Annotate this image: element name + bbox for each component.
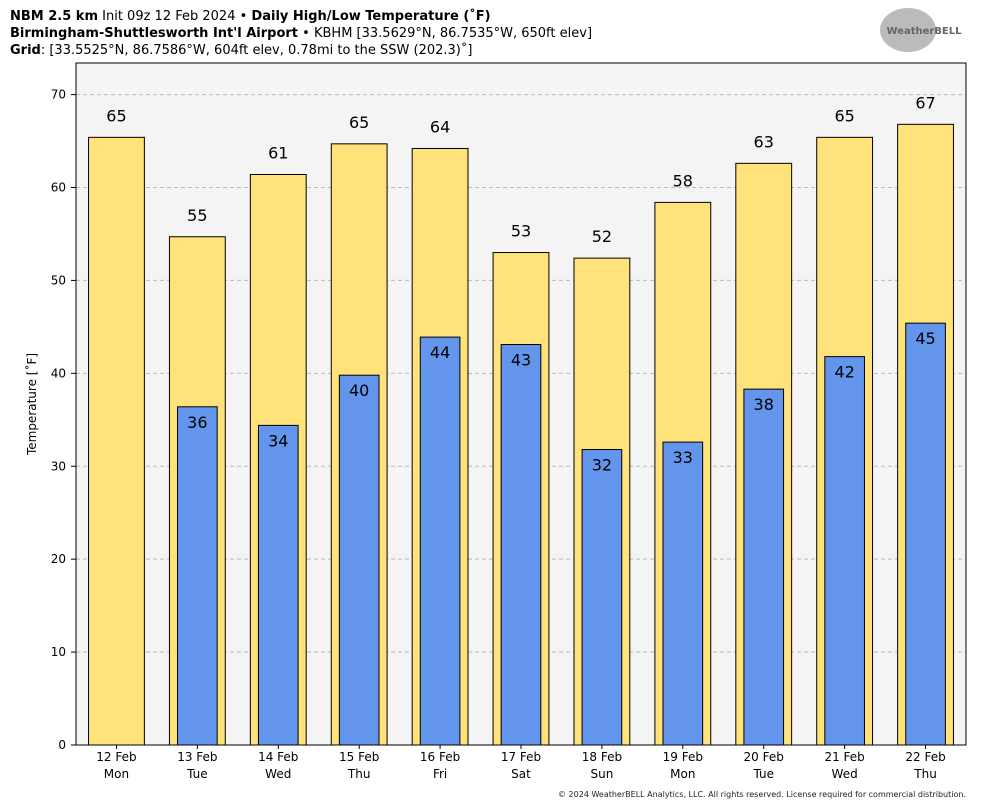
value-label: 40 [349, 381, 369, 400]
value-label: 32 [592, 456, 612, 475]
x-tick-sublabel: Thu [347, 767, 371, 781]
x-tick-sublabel: Fri [433, 767, 447, 781]
x-tick-label: 16 Feb [420, 750, 460, 764]
y-tick-label: 10 [51, 645, 66, 659]
header-text: : [33.5525°N, 86.7586°W, 604ft elev, 0.7… [41, 42, 473, 58]
value-label: 58 [673, 171, 693, 190]
x-tick-label: 17 Feb [501, 750, 541, 764]
x-tick-label: 20 Feb [744, 750, 784, 764]
header-line: NBM 2.5 km Init 09z 12 Feb 2024 • Daily … [10, 8, 491, 24]
plot-frame [75, 62, 967, 746]
value-label: 65 [349, 113, 369, 132]
x-tick-label: 15 Feb [339, 750, 379, 764]
header-text: • [240, 9, 248, 24]
x-tick-sublabel: Mon [670, 767, 695, 781]
y-axis-label: Temperature [˚F] [24, 353, 39, 456]
bar [177, 406, 218, 746]
header-text: Init 09z 12 Feb 2024 [102, 9, 235, 24]
logo: WeatherBELL [886, 26, 962, 37]
x-tick-sublabel: Tue [186, 767, 208, 781]
y-tick-label: 70 [51, 88, 66, 102]
y-tick-label: 20 [51, 552, 66, 566]
value-label: 65 [834, 106, 854, 125]
bar [581, 449, 623, 746]
x-tick-sublabel: Wed [832, 767, 858, 781]
value-label: 61 [268, 143, 288, 162]
x-tick-label: 18 Feb [582, 750, 622, 764]
header-line: Grid: [33.5525°N, 86.7586°W, 604ft elev,… [10, 42, 472, 58]
x-tick-sublabel: Thu [913, 767, 937, 781]
x-tick-label: 12 Feb [96, 750, 136, 764]
y-tick-label: 50 [51, 273, 66, 287]
value-label: 42 [834, 363, 854, 382]
x-tick-sublabel: Wed [265, 767, 291, 781]
bar [257, 424, 299, 746]
value-label: 45 [915, 329, 935, 348]
bar [500, 344, 542, 746]
header-text: • [302, 26, 310, 41]
y-tick-label: 60 [51, 181, 66, 195]
value-label: 34 [268, 431, 288, 450]
value-label: 55 [187, 206, 207, 225]
bar [662, 441, 704, 746]
x-tick-label: 14 Feb [258, 750, 298, 764]
x-tick-sublabel: Mon [104, 767, 129, 781]
value-label: 67 [915, 93, 935, 112]
value-label: 64 [430, 117, 450, 136]
value-label: 63 [754, 132, 774, 151]
x-tick-label: 21 Feb [824, 750, 864, 764]
x-tick-sublabel: Tue [752, 767, 774, 781]
bar [824, 356, 865, 746]
bar [338, 374, 380, 746]
y-tick-label: 0 [58, 738, 66, 752]
bar [905, 322, 946, 746]
value-label: 44 [430, 343, 450, 362]
bar [743, 388, 785, 746]
x-tick-sublabel: Sat [511, 767, 531, 781]
header-line: Birmingham-Shuttlesworth Int'l Airport •… [10, 26, 592, 41]
header-text: Birmingham-Shuttlesworth Int'l Airport [10, 26, 298, 41]
header-text: NBM 2.5 km [10, 9, 98, 24]
value-label: 52 [592, 227, 612, 246]
header-text: Grid [10, 43, 41, 58]
value-label: 43 [511, 351, 531, 370]
y-tick-label: 40 [51, 366, 66, 380]
header-text: Daily High/Low Temperature (˚F) [251, 8, 490, 24]
logo-mark [880, 8, 936, 52]
value-label: 33 [673, 448, 693, 467]
value-label: 36 [187, 413, 207, 432]
bar [88, 136, 145, 746]
x-tick-label: 19 Feb [663, 750, 703, 764]
x-tick-sublabel: Sun [590, 767, 613, 781]
footer: © 2024 WeatherBELL Analytics, LLC. All r… [558, 790, 966, 799]
value-label: 53 [511, 222, 531, 241]
x-tick-label: 22 Feb [905, 750, 945, 764]
y-tick-label: 30 [51, 459, 66, 473]
x-tick-label: 13 Feb [177, 750, 217, 764]
value-label: 38 [754, 395, 774, 414]
bar [419, 336, 461, 746]
header-text: KBHM [33.5629°N, 86.7535°W, 650ft elev] [314, 26, 592, 41]
value-label: 65 [106, 106, 126, 125]
